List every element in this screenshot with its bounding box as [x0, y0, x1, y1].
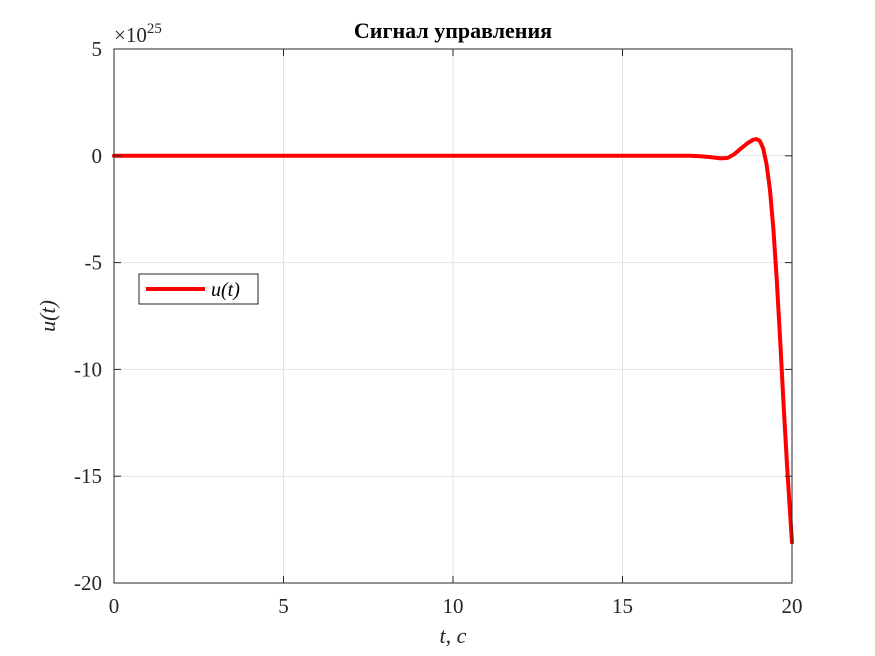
- exponent-base: ×10: [114, 23, 147, 47]
- x-tick-label: 20: [782, 594, 803, 618]
- y-tick-label: -5: [85, 251, 103, 275]
- y-tick-label: -15: [74, 464, 102, 488]
- x-tick-label: 0: [109, 594, 120, 618]
- chart-title: Сигнал управления: [354, 18, 552, 43]
- x-tick-label: 10: [443, 594, 464, 618]
- y-tick-label: -20: [74, 571, 102, 595]
- exponent-power: 25: [147, 21, 162, 37]
- ticks: [113, 48, 793, 584]
- x-tick-label: 15: [612, 594, 633, 618]
- tick-labels: 0 5 10 15 20 -20 -15 -10 -5 0 5: [74, 37, 803, 618]
- x-axis-label: t, c: [440, 623, 467, 648]
- legend: u(t): [138, 273, 259, 305]
- legend-label: u(t): [211, 279, 240, 301]
- series-line-u: [112, 137, 794, 545]
- x-tick-label: 5: [278, 594, 289, 618]
- y-tick-label: 0: [92, 144, 103, 168]
- y-tick-label: 5: [92, 37, 103, 61]
- y-axis-label: u(t): [35, 300, 60, 332]
- exponent-multiplier: ×1025: [114, 21, 162, 47]
- series-layer: [112, 137, 794, 545]
- y-tick-label: -10: [74, 357, 102, 381]
